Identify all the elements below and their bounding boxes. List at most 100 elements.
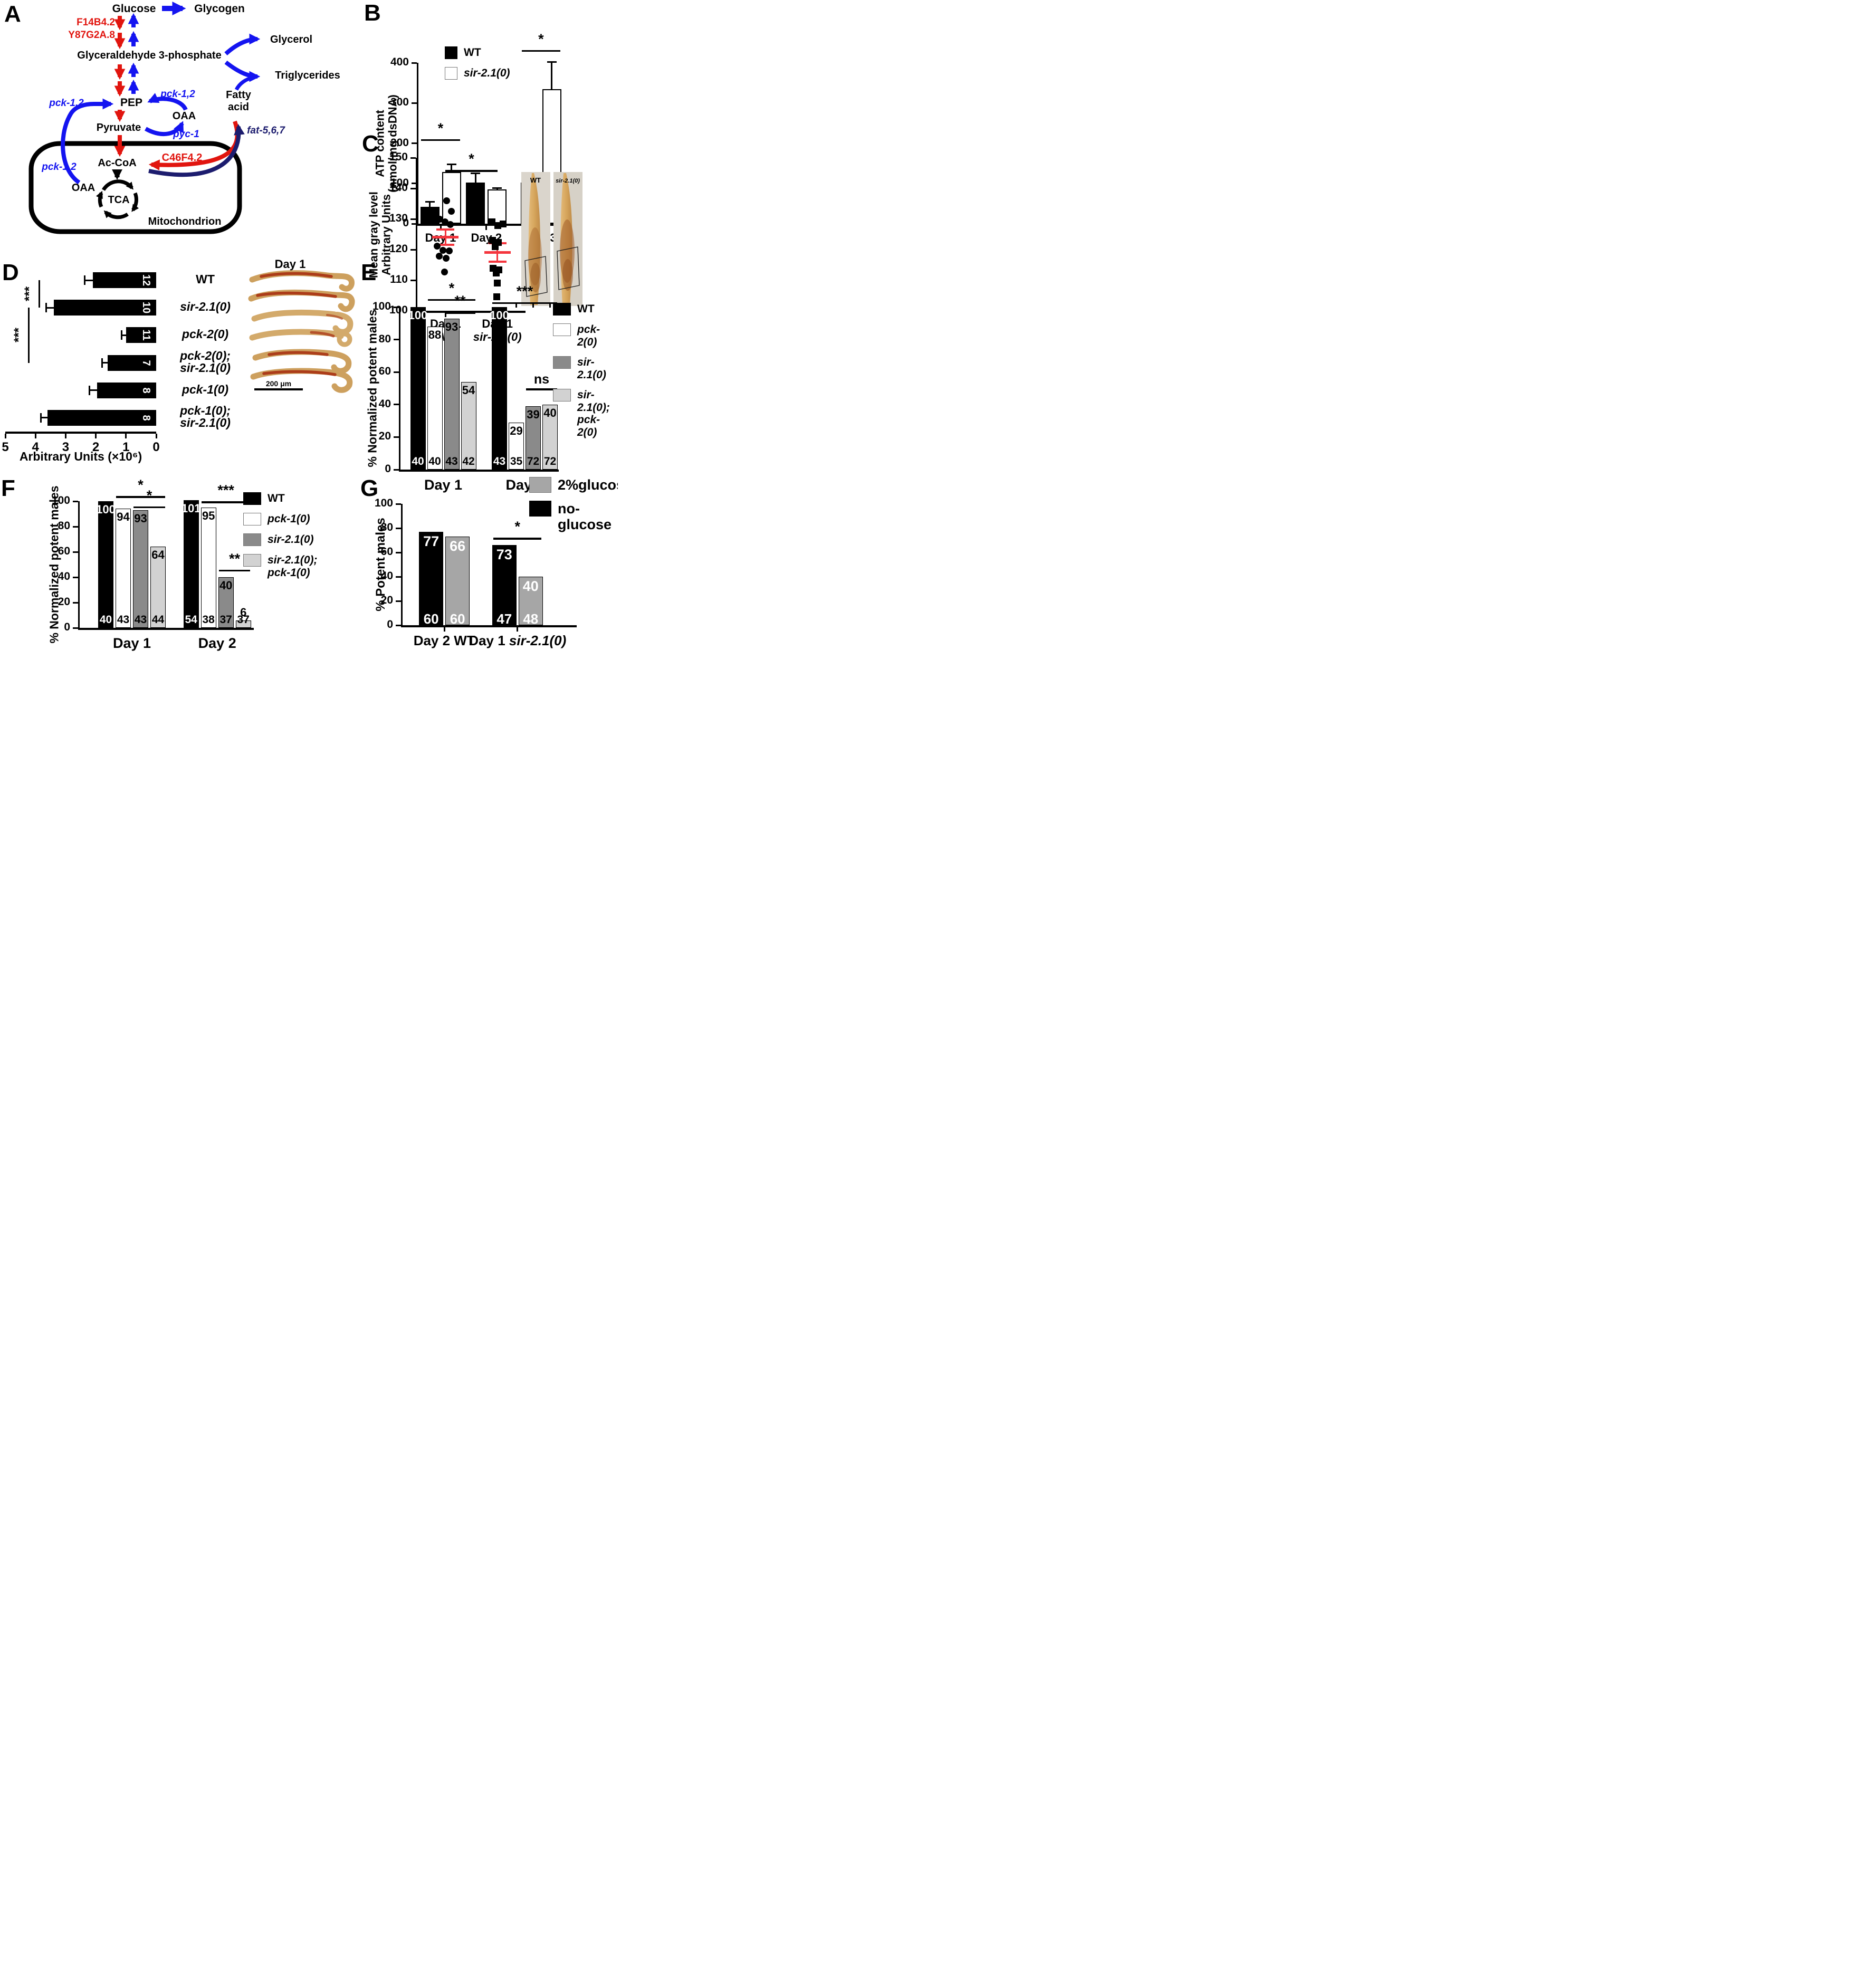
legend-label: WT: [464, 46, 481, 59]
mean-line: [484, 251, 511, 254]
x-tick-label: 4: [32, 440, 39, 454]
bar-sir-2.1(0): [444, 318, 460, 470]
data-point-circle: [446, 221, 454, 228]
row-label: pck-2(0); sir-2.1(0): [180, 348, 231, 375]
bar-value-label: 100: [96, 503, 116, 516]
glycogen-label: Glycogen: [194, 3, 245, 15]
legend-label: no-glucose: [558, 501, 612, 533]
bar-no-glucose: [419, 531, 444, 625]
g3p-to-triglycerides-arrow: [224, 60, 261, 82]
tca-cycle-arrows: [95, 179, 139, 219]
y-tick-label: 120: [389, 243, 408, 255]
pck12-left-label: pck-1,2: [49, 98, 84, 109]
bar-WT: [466, 183, 485, 224]
gene-f14b42-label: F14B4.2: [77, 17, 115, 28]
bar-value-label: 40: [219, 579, 233, 592]
x-tick-label: 3: [62, 440, 70, 454]
x-tick: [155, 434, 157, 438]
y-tick-label: 60: [380, 546, 393, 558]
legend-swatch: [445, 46, 457, 59]
error-bar-cap: [45, 303, 47, 313]
y-tick: [394, 306, 399, 308]
bar-n-label: 60: [423, 611, 439, 627]
significance-line: [38, 280, 40, 308]
bar-n-label: 42: [462, 455, 475, 467]
x-tick: [440, 225, 442, 230]
bar-n-label: 11: [140, 329, 152, 341]
legend-label: pck-1(0): [268, 513, 310, 525]
bar-WT: [410, 307, 426, 470]
bar-pck-1(0): [200, 508, 216, 628]
bar-n-label: 8: [140, 415, 152, 421]
panel-d-plot: 12 10 11 7 8 8 5 4 3 2 1 0 *** ***: [2, 266, 160, 454]
x-group-label: Day 2 WT: [413, 633, 475, 648]
data-point-circle: [433, 242, 441, 250]
worm-pck2sir-coil: [337, 331, 352, 347]
wt-worm-stain: [528, 227, 542, 285]
bar-value-label: 66: [450, 538, 466, 555]
scale-bar: [254, 388, 303, 390]
photo-wt-label: WT: [530, 176, 541, 184]
error-bar-cap: [120, 330, 122, 340]
y-tick-label: 140: [389, 181, 408, 194]
panel-d-image-title: Day 1: [275, 259, 306, 271]
wt-worm-stain2: [530, 263, 541, 292]
error-bar-cap: [40, 413, 42, 423]
x-tick: [443, 627, 445, 632]
legend-row: sir-2.1(0): [243, 533, 318, 546]
error-bar: [474, 173, 476, 183]
fatty-acid-label: Fatty: [226, 89, 252, 101]
gene-c46f42-label: C46F4.2: [162, 152, 203, 164]
significance-label: **: [229, 550, 241, 567]
data-point-square: [494, 222, 502, 230]
panel-f-plot: 0 20 40 60 80 100 100 40 94 43 93 43 64 44 Day 1 101 54 9…: [52, 477, 254, 651]
legend-row: sir-2.1(0): [553, 356, 618, 381]
pathway-diagram: Glucose Glycogen Glyceraldehyde 3-phosph…: [28, 2, 340, 234]
bar-no-glucose: [492, 545, 517, 625]
significance-label: *: [437, 120, 444, 136]
significance-line: [493, 538, 542, 540]
y-tick-label: 100: [374, 497, 393, 509]
legend-label: WT: [268, 492, 285, 504]
bar-value-label: 100: [490, 309, 509, 322]
fatty-acid-label2: acid: [228, 101, 249, 113]
bar-n-label: 12: [140, 274, 152, 286]
y-tick: [394, 469, 399, 471]
data-point-square: [489, 237, 496, 244]
y-tick: [73, 551, 78, 553]
bar-sir-2.1(0);pck-1(0): [235, 620, 251, 628]
legend-row: no-glucose: [529, 501, 618, 532]
y-tick: [412, 183, 417, 185]
y-tick-label: 40: [58, 570, 70, 582]
y-tick: [394, 371, 399, 373]
worm-pck1-stain: [268, 351, 329, 356]
bar-n-label: 43: [493, 455, 506, 467]
y-tick-label: 40: [380, 570, 393, 582]
data-point-circle: [447, 208, 455, 215]
data-point-square: [493, 269, 500, 276]
error-bar-cap: [492, 187, 502, 189]
significance-line: [116, 496, 165, 498]
oaa-mito-label: OAA: [72, 182, 95, 194]
bar-n-label: 7: [140, 360, 152, 366]
bar-sir-2.1(0);pck-2(0): [461, 381, 476, 470]
mean-line: [432, 236, 459, 239]
legend-swatch: [445, 67, 457, 80]
bar-2%glucose: [445, 537, 470, 625]
legend-swatch: [553, 389, 571, 402]
legend-row: pck-1(0): [243, 513, 318, 525]
y-tick-label: 40: [378, 397, 391, 410]
bar-value-label: 88: [428, 328, 442, 341]
bar-value-label: 77: [423, 533, 440, 549]
bar-n-label: 48: [523, 611, 539, 627]
error-bar: [40, 417, 48, 419]
bar-value-label: 54: [462, 383, 475, 397]
error-bar: [101, 362, 108, 364]
oaa-to-pep-right-arrow: [147, 93, 188, 111]
worm-sir-stain: [256, 291, 337, 298]
y-tick: [412, 142, 417, 144]
panel-g-legend: 2%glucose no-glucose: [529, 477, 618, 541]
bar-value-label: 94: [117, 510, 130, 524]
x-tick: [517, 627, 519, 632]
data-point-circle: [436, 215, 443, 223]
